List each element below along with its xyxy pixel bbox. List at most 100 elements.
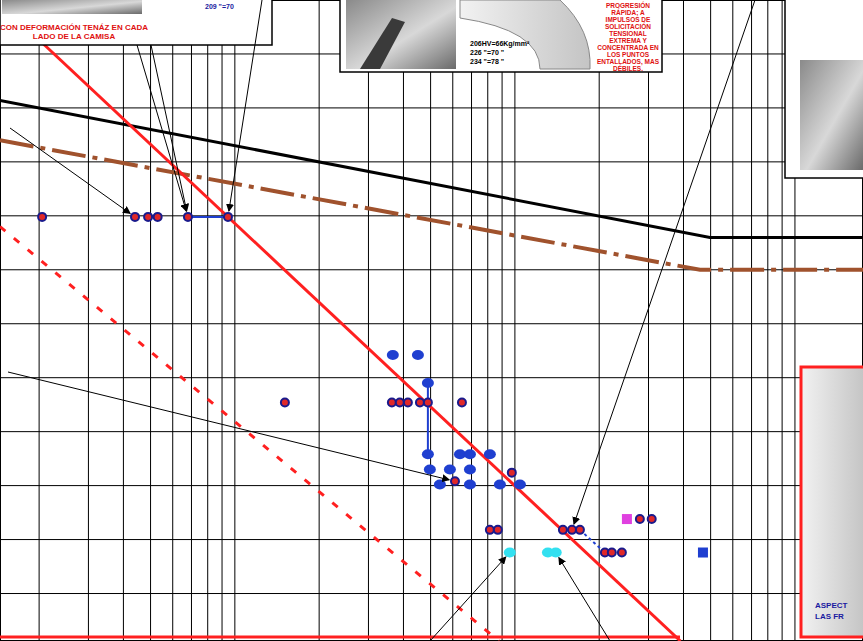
point — [464, 480, 476, 490]
annotation-line: CONCENTRADA EN — [597, 44, 659, 51]
point — [559, 526, 567, 534]
point — [451, 477, 459, 485]
point — [424, 464, 436, 474]
grid-line-x — [150, 0, 151, 641]
grid-line-x — [234, 0, 235, 641]
grid-line-y — [0, 323, 863, 324]
annotation-line: CON DEFORMACIÓN TENÁZ EN CADA — [0, 23, 148, 32]
point — [424, 399, 432, 407]
plot-frame — [1, 1, 863, 641]
grid-line-x — [487, 0, 488, 641]
inset-box — [801, 367, 863, 637]
grid-line-y — [0, 539, 863, 540]
point — [484, 449, 496, 459]
annotation: 206HV=66Kg/mm² — [470, 40, 530, 48]
point — [550, 548, 562, 558]
grid — [0, 0, 863, 641]
insets — [0, 0, 863, 637]
grid-line-x — [319, 0, 320, 641]
point — [698, 548, 708, 558]
point — [396, 399, 404, 407]
inset-box — [785, 0, 863, 178]
grid-line-y — [0, 485, 863, 486]
grid-line-x — [88, 0, 89, 641]
point — [608, 549, 616, 557]
point — [422, 449, 434, 459]
grid-line-x — [710, 0, 711, 641]
connector — [427, 383, 429, 454]
annotations: CON DEFORMACIÓN TENÁZ EN CADALADO DE LA … — [0, 1, 848, 621]
point — [618, 549, 626, 557]
arrow — [229, 0, 262, 211]
point — [464, 464, 476, 474]
grid-line-x — [502, 0, 503, 641]
point — [514, 480, 526, 490]
connector — [188, 216, 228, 218]
series-line — [0, 100, 863, 237]
grid-line-x — [403, 0, 404, 641]
point — [144, 213, 152, 221]
annotation-line: EXTREMA Y — [609, 37, 647, 44]
point — [224, 213, 232, 221]
grid-line-y — [0, 431, 863, 432]
grid-line-x — [732, 0, 733, 641]
point — [154, 213, 162, 221]
grid-line-x — [123, 0, 124, 641]
inset-photo — [2, 0, 142, 14]
series-line — [0, 227, 499, 641]
point — [576, 526, 584, 534]
series-line — [0, 140, 863, 269]
grid-line-y — [0, 377, 863, 378]
point — [416, 399, 424, 407]
annotation-line: IMPULSOS DE — [606, 16, 651, 23]
annotation: 226 "=70 " — [470, 49, 504, 56]
grid-line-x — [452, 0, 453, 641]
arrow — [430, 557, 506, 641]
inset-photo — [800, 60, 863, 170]
point — [622, 514, 632, 524]
point — [404, 399, 412, 407]
annotation: CON DEFORMACIÓN TENÁZ EN CADALADO DE LA … — [0, 23, 148, 41]
arrow — [8, 372, 449, 480]
annotation: 209 "=70 — [205, 3, 234, 10]
inset-box — [0, 0, 272, 45]
grid-line-x — [368, 0, 369, 641]
arrow — [574, 0, 755, 524]
grid-line-x — [683, 0, 684, 641]
point — [636, 515, 644, 523]
point — [508, 469, 516, 477]
point — [494, 480, 506, 490]
point — [504, 548, 516, 558]
grid-line-x — [648, 0, 649, 641]
point — [568, 526, 576, 534]
annotation-line: LOS PUNTOS — [607, 51, 650, 58]
arrow — [137, 45, 186, 211]
inset-photo — [460, 0, 590, 69]
annotation-line: SOLICITACIÓN — [605, 22, 651, 30]
annotation: ASPECT — [815, 601, 848, 610]
grid-line-y — [0, 593, 863, 594]
point — [38, 213, 46, 221]
point — [444, 464, 456, 474]
grid-line-x — [514, 0, 515, 641]
point — [434, 480, 446, 490]
inset-photo — [346, 0, 456, 69]
grid-line-x — [191, 0, 192, 641]
inset-crack — [360, 18, 405, 69]
grid-line-x — [767, 0, 768, 641]
point — [422, 378, 434, 388]
inset-border — [0, 636, 680, 639]
chart: CON DEFORMACIÓN TENÁZ EN CADALADO DE LA … — [0, 0, 863, 641]
point — [464, 449, 476, 459]
point — [486, 526, 494, 534]
annotation-line: LADO DE LA CAMISA — [33, 32, 116, 41]
connector — [580, 530, 605, 553]
arrow — [10, 128, 130, 213]
point — [458, 399, 466, 407]
point — [648, 515, 656, 523]
annotation-line: PROGRESIÓN — [606, 1, 650, 9]
grid-line-x — [751, 0, 752, 641]
inset-box — [340, 0, 662, 72]
grid-line-x — [39, 0, 40, 641]
point — [494, 526, 502, 534]
